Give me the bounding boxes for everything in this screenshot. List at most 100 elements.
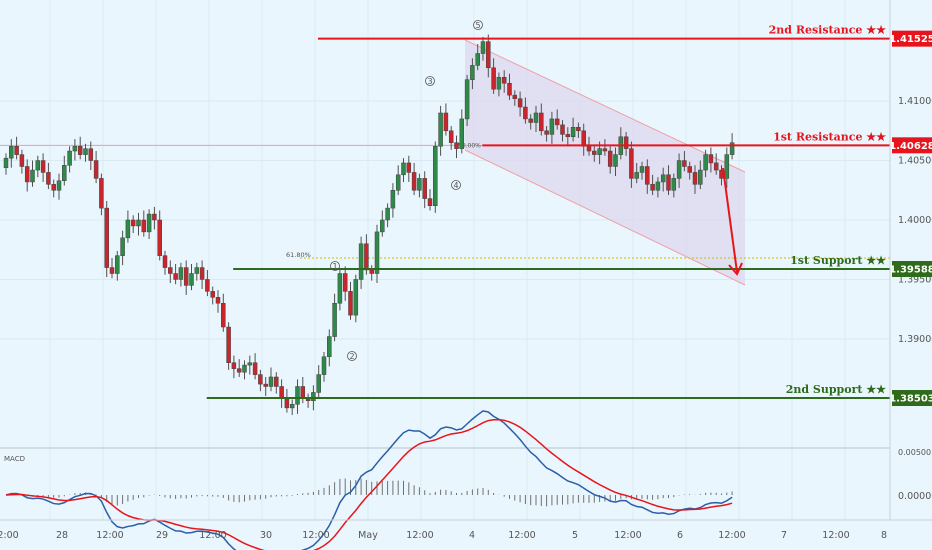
candle-body — [284, 398, 290, 409]
price-axis[interactable]: 1.41000 1.40500 1.40000 1.39500 1.39000 — [898, 96, 932, 345]
candle — [83, 143, 88, 162]
candle — [316, 365, 321, 398]
candle-body — [507, 82, 512, 96]
candle — [136, 212, 141, 236]
candle-body — [639, 166, 645, 173]
candle-body — [215, 297, 221, 304]
candle — [104, 200, 109, 278]
candle-body — [544, 130, 549, 135]
candle-body — [247, 362, 253, 366]
candle — [539, 103, 544, 136]
candle-body — [67, 150, 72, 166]
candle-body — [9, 146, 14, 159]
candle-body — [162, 255, 168, 268]
time-tick-label: 2:00 — [0, 530, 19, 541]
candle-body — [62, 165, 67, 182]
wave-circle — [473, 20, 483, 30]
candle-body — [655, 181, 661, 191]
candle — [67, 146, 72, 173]
candle-body — [698, 169, 703, 185]
candle-body — [115, 255, 120, 274]
wave-circle — [451, 180, 461, 190]
candle — [337, 268, 343, 311]
candle-body — [231, 362, 237, 369]
candle-body — [549, 118, 555, 135]
time-tick-label: May — [358, 530, 378, 541]
candle — [380, 210, 385, 237]
candle — [120, 230, 125, 266]
candle — [268, 367, 274, 392]
candle — [655, 177, 661, 198]
projection-arrow — [722, 167, 743, 276]
level-price-value: 1.39588 — [889, 264, 932, 275]
candle — [321, 352, 327, 382]
macd-line — [5, 410, 733, 550]
candle-body — [517, 98, 523, 108]
time-tick-label: 12:00 — [508, 530, 535, 541]
wave-number: 3 — [427, 77, 432, 86]
candle-body — [199, 267, 205, 280]
candle-body — [682, 160, 687, 167]
time-tick-label: 12:00 — [406, 530, 433, 541]
candle-body — [358, 243, 364, 280]
candle — [141, 210, 147, 237]
candle — [258, 369, 263, 392]
candle — [231, 355, 237, 379]
candle — [650, 174, 655, 196]
candle — [99, 173, 104, 216]
candle-body — [385, 207, 390, 221]
candle-body — [120, 237, 125, 256]
level-price-box — [892, 30, 932, 47]
candle — [448, 126, 454, 150]
candle-body — [268, 376, 274, 387]
macd-pane-label: MACD — [4, 455, 25, 463]
candle-body — [168, 267, 173, 274]
candle-body — [443, 112, 449, 132]
candle-body — [417, 178, 422, 191]
candle — [358, 236, 364, 289]
level-price-box — [892, 390, 932, 407]
candle — [295, 379, 300, 414]
candle-body — [19, 154, 25, 167]
candle — [629, 141, 634, 188]
candle-body — [258, 374, 263, 385]
candle — [40, 153, 46, 182]
time-tick-label: 30 — [260, 530, 272, 541]
candle — [708, 147, 714, 173]
candle — [438, 105, 443, 156]
candle — [671, 173, 677, 198]
wave-label: 4 — [451, 180, 461, 190]
candle — [443, 103, 449, 136]
candle-body — [491, 67, 496, 90]
candle — [523, 97, 528, 124]
candle-body — [152, 213, 157, 221]
candle — [327, 329, 332, 367]
candle-body — [327, 336, 332, 358]
time-axis[interactable]: 2:00 28 12:00 29 12:00 30 12:00 May 12:00 4 12:00 5… — [0, 530, 887, 541]
candle-body — [374, 231, 380, 274]
candle-body — [236, 368, 242, 373]
candle — [178, 262, 184, 287]
candle-body — [634, 172, 639, 179]
level-price-value: 1.38503 — [889, 394, 932, 405]
arrow-line — [722, 167, 738, 273]
candle-body — [708, 154, 714, 164]
candle-body — [51, 184, 56, 191]
candle-body — [729, 142, 735, 155]
candle — [406, 155, 412, 182]
candle — [544, 126, 549, 142]
level-name: 2nd Support ★★ — [786, 383, 886, 396]
level-price-tags: 1.41525 1.40628 1.39588 1.38503 — [889, 30, 932, 407]
candle-body — [136, 219, 141, 227]
candle-body — [380, 219, 385, 233]
candle — [549, 111, 555, 144]
level-name: 1st Support ★★ — [790, 254, 886, 267]
candle — [676, 153, 682, 188]
candle-body — [401, 162, 406, 176]
candle-body — [205, 279, 210, 292]
candle — [168, 260, 173, 284]
candle — [183, 260, 189, 295]
wave-label: 3 — [425, 76, 435, 86]
time-tick-label: 29 — [156, 530, 168, 541]
